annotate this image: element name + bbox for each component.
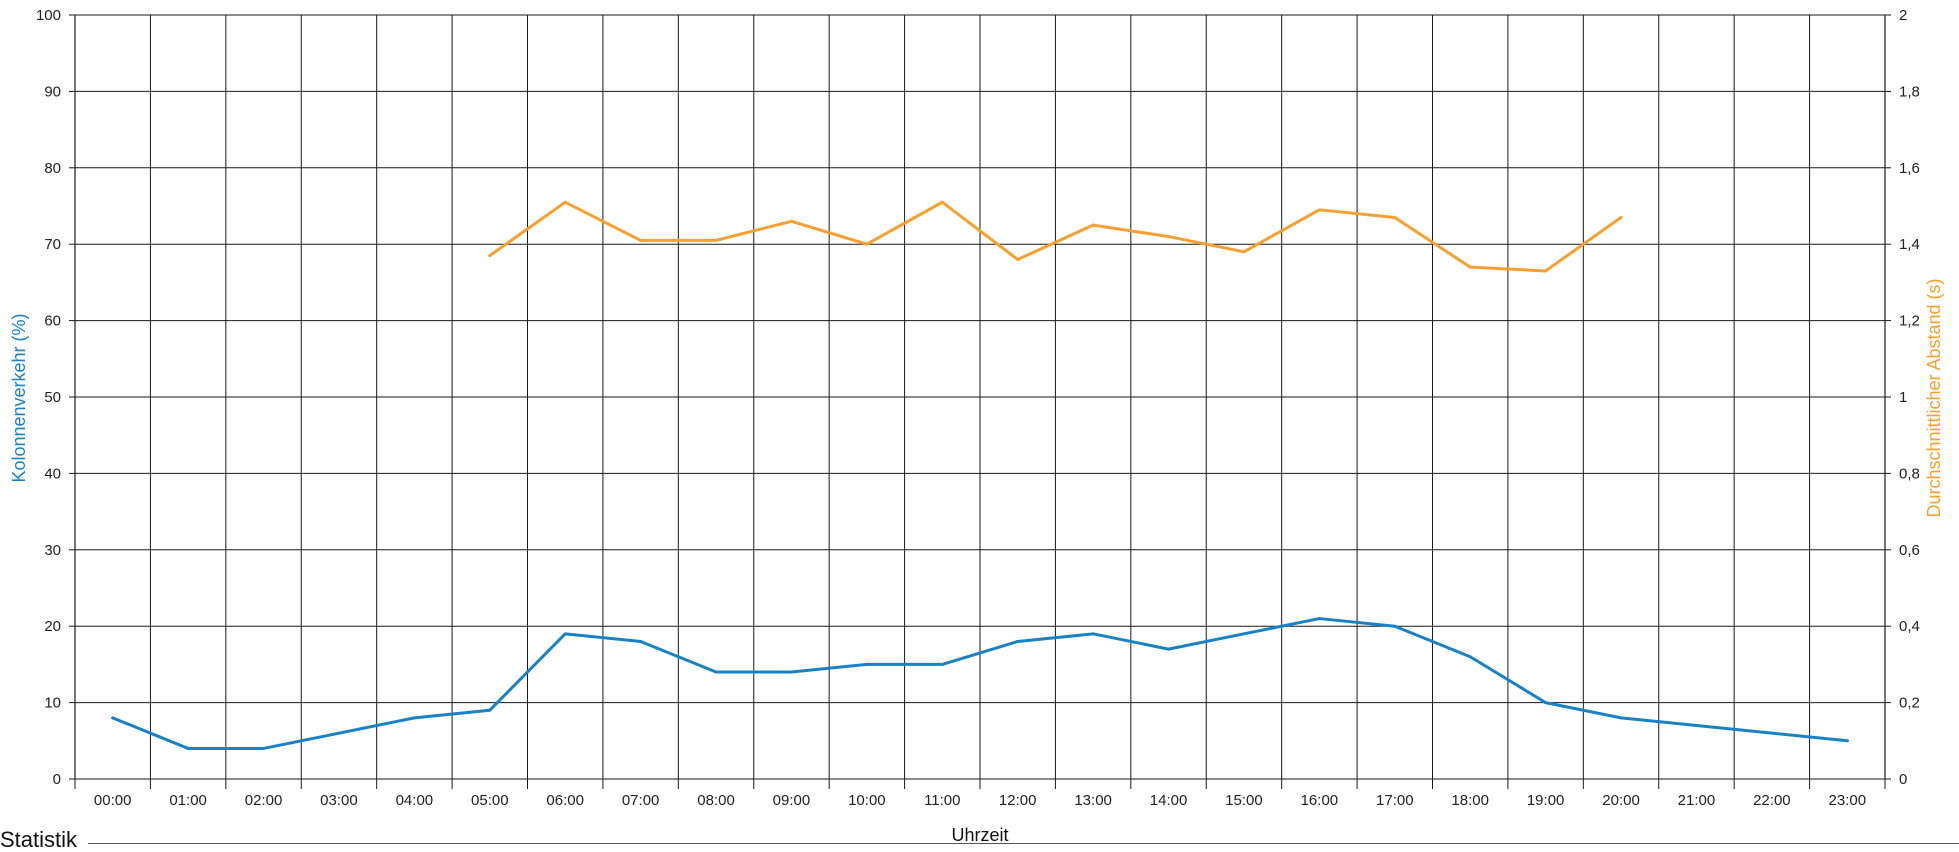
data-point-left-axis — [1317, 617, 1321, 621]
data-point-right-axis — [1242, 250, 1246, 254]
left-axis-title: Kolonnenverkehr (%) — [9, 313, 29, 482]
data-point-right-axis — [563, 200, 567, 204]
series-line-left-axis — [111, 617, 1849, 750]
data-point-left-axis — [940, 662, 944, 666]
x-tick-label: 14:00 — [1150, 792, 1188, 809]
left-tick-label: 100 — [36, 7, 61, 24]
data-point-right-axis — [1393, 215, 1397, 219]
data-point-left-axis — [412, 716, 416, 720]
left-tick-label: 0 — [53, 771, 61, 788]
right-tick-label: 0,6 — [1899, 542, 1920, 559]
right-tick-label: 2 — [1899, 7, 1907, 24]
right-axis-title: Durchschnittlicher Abstand (s) — [1924, 278, 1944, 517]
left-tick-label: 50 — [44, 389, 61, 406]
x-tick-label: 09:00 — [773, 792, 811, 809]
data-point-right-axis — [940, 200, 944, 204]
right-tick-label: 1 — [1899, 389, 1907, 406]
data-point-left-axis — [639, 639, 643, 643]
section-divider — [88, 843, 1959, 844]
right-tick-label: 0 — [1899, 771, 1907, 788]
data-point-left-axis — [714, 670, 718, 674]
series-line-right-axis — [488, 200, 1623, 273]
left-tick-label: 10 — [44, 695, 61, 712]
data-point-left-axis — [1091, 632, 1095, 636]
data-point-left-axis — [1016, 639, 1020, 643]
data-point-left-axis — [111, 716, 115, 720]
x-axis-title: Uhrzeit — [951, 825, 1008, 845]
data-point-right-axis — [639, 238, 643, 242]
data-point-left-axis — [488, 708, 492, 712]
x-tick-label: 05:00 — [471, 792, 509, 809]
x-tick-label: 18:00 — [1451, 792, 1489, 809]
x-tick-label: 06:00 — [546, 792, 584, 809]
section-label: Statistik — [0, 829, 82, 851]
x-tick-label: 16:00 — [1301, 792, 1339, 809]
left-tick-label: 60 — [44, 313, 61, 330]
x-tick-label: 07:00 — [622, 792, 660, 809]
x-tick-label: 08:00 — [697, 792, 735, 809]
right-tick-label: 1,8 — [1899, 83, 1920, 100]
x-tick-label: 00:00 — [94, 792, 132, 809]
right-tick-label: 0,2 — [1899, 695, 1920, 712]
data-point-right-axis — [1016, 257, 1020, 261]
data-point-right-axis — [714, 238, 718, 242]
left-tick-label: 90 — [44, 83, 61, 100]
data-point-right-axis — [789, 219, 793, 223]
x-axis-ticks: 00:00 01:00 02:00 03:00 04:00 05:00 06:00 07:00… — [94, 792, 1866, 809]
chart-series — [111, 200, 1849, 750]
x-tick-label: 02:00 — [245, 792, 283, 809]
data-point-left-axis — [1544, 701, 1548, 705]
left-tick-label: 80 — [44, 160, 61, 177]
x-tick-label: 11:00 — [924, 792, 960, 809]
data-point-left-axis — [1845, 739, 1849, 743]
x-tick-label: 13:00 — [1074, 792, 1112, 809]
data-point-left-axis — [789, 670, 793, 674]
data-point-right-axis — [1619, 215, 1623, 219]
left-tick-label: 70 — [44, 236, 61, 253]
data-point-right-axis — [1167, 235, 1171, 239]
left-tick-label: 20 — [44, 618, 61, 635]
data-point-left-axis — [1242, 632, 1246, 636]
data-point-right-axis — [1544, 269, 1548, 273]
x-tick-label: 23:00 — [1829, 792, 1867, 809]
data-point-left-axis — [1619, 716, 1623, 720]
data-point-left-axis — [262, 746, 266, 750]
data-point-left-axis — [337, 731, 341, 735]
chart-grid — [74, 14, 1886, 789]
x-tick-label: 10:00 — [848, 792, 886, 809]
x-tick-label: 15:00 — [1225, 792, 1263, 809]
data-point-right-axis — [488, 254, 492, 258]
x-tick-label: 20:00 — [1602, 792, 1640, 809]
x-tick-label: 12:00 — [999, 792, 1037, 809]
data-point-left-axis — [1468, 655, 1472, 659]
data-point-right-axis — [1317, 208, 1321, 212]
data-point-left-axis — [1167, 647, 1171, 651]
data-point-right-axis — [1091, 223, 1095, 227]
x-tick-label: 22:00 — [1753, 792, 1791, 809]
right-tick-label: 1,2 — [1899, 313, 1920, 330]
data-point-left-axis — [1393, 624, 1397, 628]
right-axis-ticks: 0 0,2 0,4 0,6 0,8 1 1,2 1,4 1,6 1,8 2 — [1885, 7, 1920, 788]
x-tick-label: 04:00 — [396, 792, 434, 809]
data-point-left-axis — [563, 632, 567, 636]
right-tick-label: 1,4 — [1899, 236, 1920, 253]
data-point-left-axis — [865, 662, 869, 666]
data-point-right-axis — [865, 242, 869, 246]
x-tick-label: 03:00 — [320, 792, 358, 809]
data-point-right-axis — [1468, 265, 1472, 269]
x-tick-label: 17:00 — [1376, 792, 1414, 809]
x-tick-label: 19:00 — [1527, 792, 1565, 809]
right-tick-label: 0,8 — [1899, 465, 1920, 482]
data-point-left-axis — [1694, 724, 1698, 728]
x-tick-label: 21:00 — [1678, 792, 1716, 809]
left-tick-label: 40 — [44, 465, 61, 482]
x-tick-label: 01:00 — [169, 792, 207, 809]
data-point-left-axis — [1770, 731, 1774, 735]
left-tick-label: 30 — [44, 542, 61, 559]
data-point-left-axis — [186, 746, 190, 750]
left-axis-ticks: 0 10 20 30 40 50 60 70 80 90 100 — [36, 7, 75, 788]
right-tick-label: 1,6 — [1899, 160, 1920, 177]
right-tick-label: 0,4 — [1899, 618, 1920, 635]
